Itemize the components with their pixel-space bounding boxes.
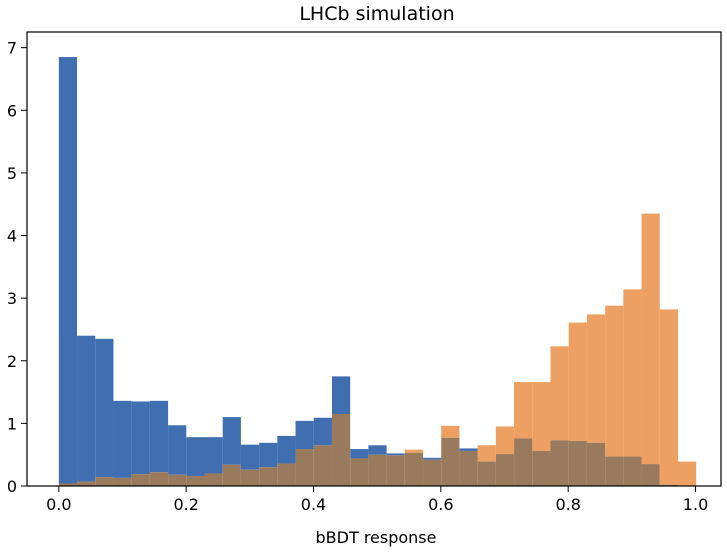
plot-frame (26, 31, 722, 487)
overlap-bar (131, 474, 150, 486)
series-2-bar (441, 425, 460, 438)
series-2-bar (641, 213, 660, 465)
y-tick-label: 1 (7, 414, 17, 433)
overlap-bar (186, 475, 205, 486)
overlap-bar (295, 449, 314, 486)
series-1-bar (77, 335, 96, 482)
series-2-bar (677, 461, 697, 486)
series-2-bar (514, 382, 533, 439)
overlap-bar (459, 450, 478, 486)
series-2-bar (659, 309, 678, 485)
y-tick-label: 5 (7, 164, 17, 183)
x-tick-label: 0.0 (46, 495, 71, 514)
overlap-bar (586, 442, 606, 486)
series-1-bar (459, 448, 478, 451)
overlap-bar (641, 464, 660, 486)
series-1-bar (386, 453, 405, 456)
y-tick-label: 4 (7, 227, 17, 246)
overlap-bar (659, 484, 678, 486)
series-1-bar (186, 437, 205, 476)
y-tick-label: 2 (7, 352, 17, 371)
overlap-bar (623, 456, 642, 486)
series-1-bar (168, 425, 187, 475)
chart-title: LHCb simulation (299, 3, 454, 25)
series-2-bar (586, 314, 606, 443)
x-tick-label: 1.0 (683, 495, 708, 514)
series-1-bar (113, 400, 132, 478)
series-1-bar (95, 338, 114, 478)
overlap-bar (550, 440, 569, 486)
x-tick-label: 0.2 (173, 495, 198, 514)
series-1-bar (58, 57, 78, 484)
x-tick-label: 0.4 (301, 495, 326, 514)
y-tick-label: 7 (7, 39, 17, 58)
series-2-bars (404, 213, 697, 486)
series-2-bar (605, 305, 624, 457)
overlap-bar (313, 445, 332, 486)
series-1-bar (277, 435, 296, 464)
series-2-bar (495, 426, 515, 455)
overlap-bar (204, 473, 223, 486)
overlap-bar (404, 452, 424, 486)
series-1-bar (131, 401, 150, 475)
series-1-bar (423, 457, 442, 460)
overlap-bar (113, 477, 132, 486)
overlap-bar (95, 477, 114, 486)
series-2-bar (532, 382, 551, 451)
overlap-bar (514, 438, 533, 486)
overlap-bar (605, 456, 624, 486)
overlap-bar (240, 469, 260, 486)
series-2-bar (568, 322, 587, 441)
overlap-bars (58, 413, 678, 486)
x-tick-label: 0.8 (555, 495, 580, 514)
overlap-bar (532, 450, 551, 486)
y-tick-label: 3 (7, 289, 17, 308)
series-1-bar (149, 400, 169, 473)
series-1-bar (295, 420, 314, 450)
series-1-bar (259, 442, 278, 468)
overlap-bar (423, 459, 442, 486)
series-2-bar (404, 449, 424, 453)
series-1-bar (240, 444, 260, 470)
overlap-bar (77, 481, 96, 486)
series-1-bar (368, 445, 387, 455)
series-1-bar (350, 449, 369, 459)
x-tick-label: 0.6 (428, 495, 453, 514)
series-1-bar (313, 417, 332, 446)
overlap-bar (495, 454, 515, 486)
series-2-bar (623, 289, 642, 457)
overlap-bar (350, 458, 369, 486)
x-axis: 0.0 0.2 0.4 0.6 0.8 1.0 (46, 486, 708, 514)
overlap-bar (386, 455, 405, 486)
series-1-bars (58, 57, 478, 484)
series-2-bar (477, 445, 496, 462)
overlap-bar (58, 483, 78, 486)
series-1-bar (222, 417, 241, 465)
x-axis-title: bBDT response (316, 528, 437, 547)
overlap-bar (277, 463, 296, 486)
overlap-bar (441, 437, 460, 486)
overlap-bar (222, 464, 241, 486)
overlap-bar (149, 472, 169, 486)
overlap-bar (168, 474, 187, 486)
overlap-bar (331, 413, 351, 486)
series-1-bar (204, 437, 223, 474)
y-axis: 0 1 2 3 4 5 6 7 (7, 39, 27, 496)
overlap-bar (259, 467, 278, 486)
overlap-bar (368, 454, 387, 486)
series-1-bar (331, 376, 351, 414)
overlap-bar (477, 461, 496, 486)
overlap-bar (568, 440, 587, 486)
y-tick-label: 6 (7, 101, 17, 120)
series-2-bar (550, 346, 569, 441)
y-tick-label: 0 (7, 477, 17, 496)
